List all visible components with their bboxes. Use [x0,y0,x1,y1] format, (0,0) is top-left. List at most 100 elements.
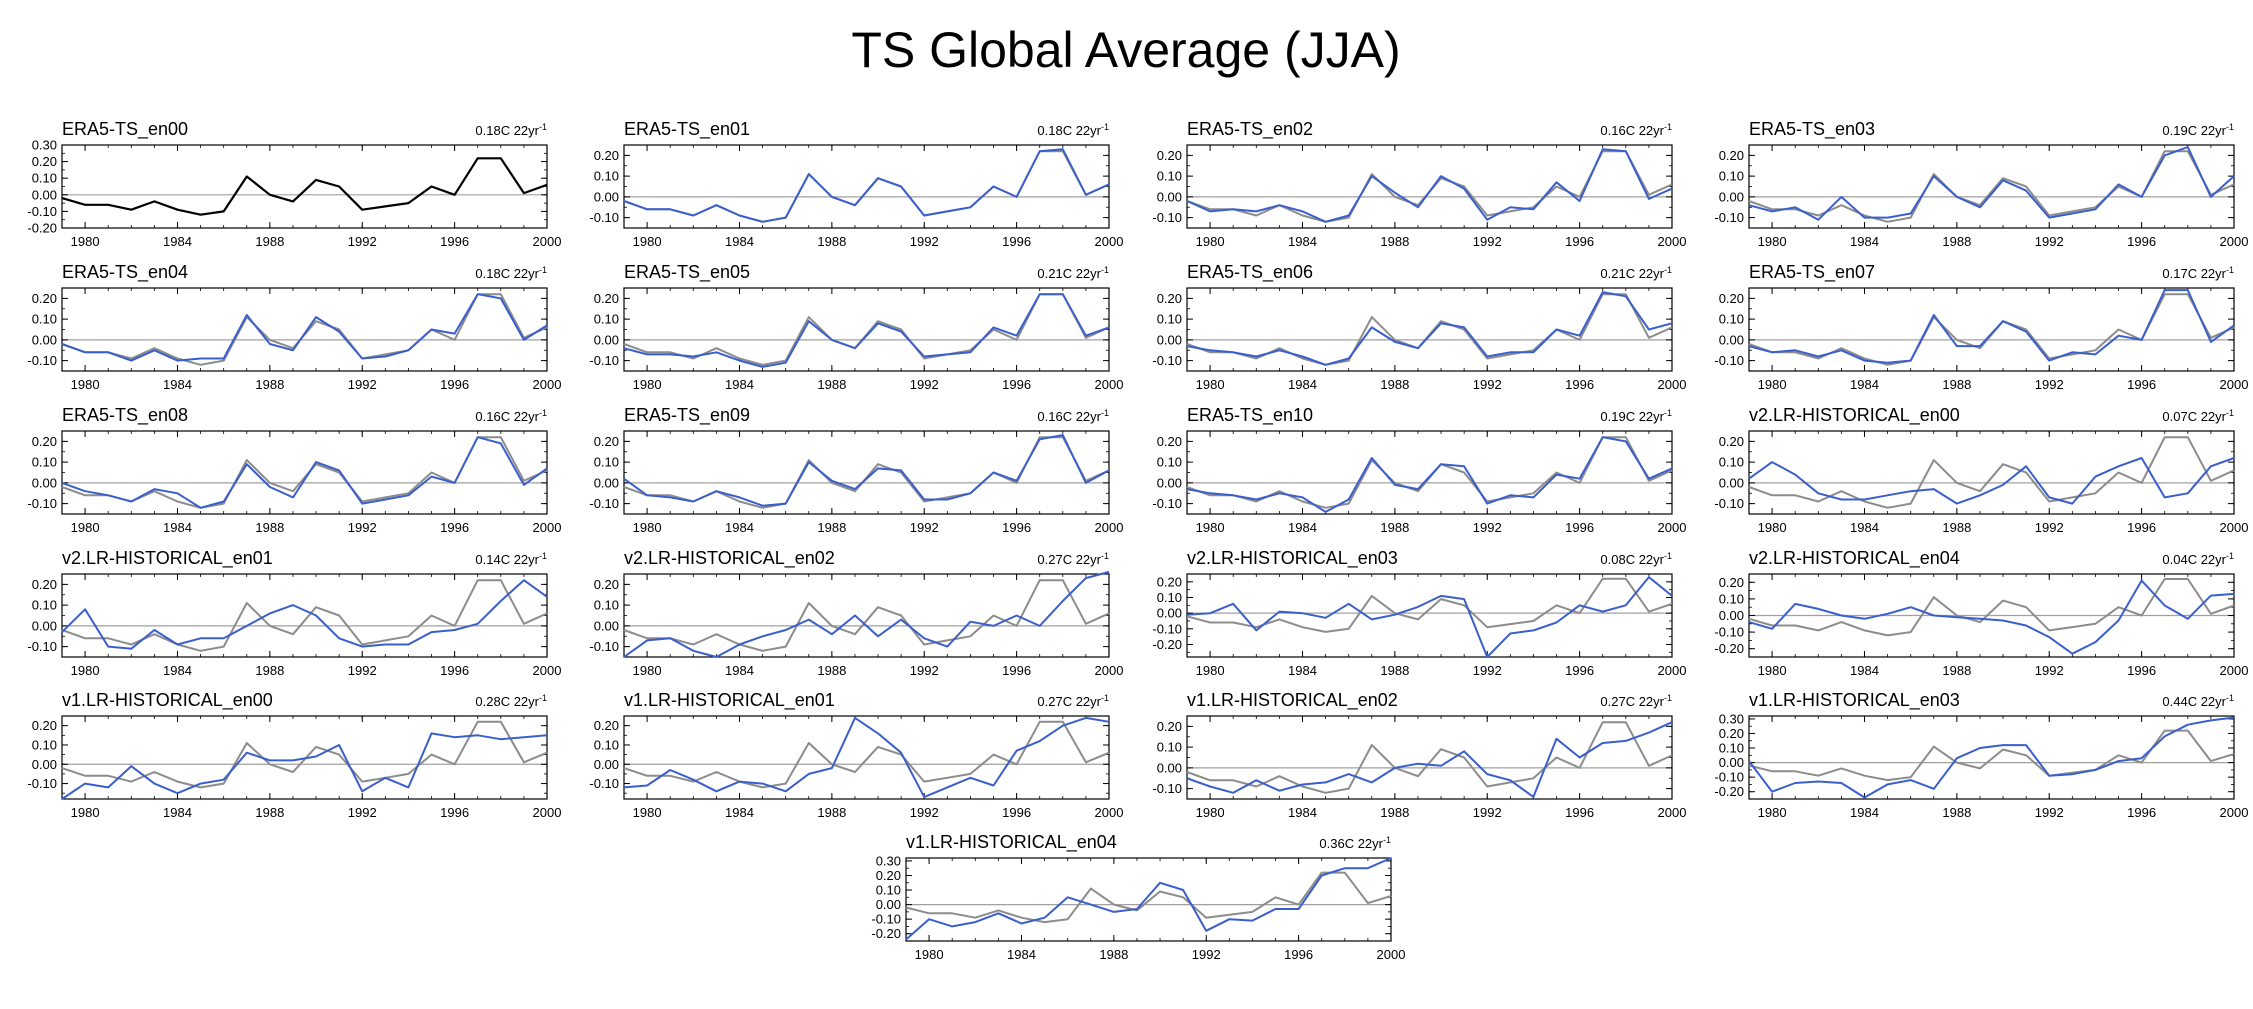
y-tick-label: -0.10 [1152,353,1182,368]
y-tick-label: 0.00 [594,618,619,633]
panel-title: ERA5-TS_en10 [1187,405,1313,426]
x-tick-label: 1988 [1942,805,1971,820]
x-tick-label: 2000 [533,377,562,392]
model-series-line [1186,291,1673,366]
x-tick-label: 1984 [1850,805,1879,820]
x-tick-label: 1980 [633,377,662,392]
x-tick-label: 1996 [1565,805,1594,820]
trend-label: 0.07C 22yr-1 [2162,408,2234,424]
y-tick-label: 0.00 [594,332,619,347]
y-tick-label: 0.10 [594,455,619,470]
x-tick-label: 1992 [1473,520,1502,535]
model-series-line [1748,579,2235,655]
y-tick-label: 0.10 [32,312,57,327]
x-tick-label: 1992 [1473,663,1502,678]
x-tick-label: 1980 [71,234,100,249]
y-tick-label: 0.10 [594,312,619,327]
x-tick-label: 2000 [1095,663,1124,678]
x-tick-label: 1992 [2035,234,2064,249]
x-tick-label: 1992 [2035,377,2064,392]
y-tick-label: 0.20 [594,434,619,449]
trend-label: 0.14C 22yr-1 [475,551,547,567]
trend-label: 0.18C 22yr-1 [475,265,547,281]
panel-title: ERA5-TS_en05 [624,262,750,283]
y-tick-label: 0.20 [1719,291,1744,306]
x-tick-label: 1996 [440,520,469,535]
y-tick-label: -0.10 [1152,210,1182,225]
x-tick-label: 1996 [1002,234,1031,249]
panel-title: ERA5-TS_en03 [1749,119,1875,140]
x-tick-label: 1996 [1284,947,1313,962]
reference-series-line [1748,150,2235,223]
trend-label: 0.18C 22yr-1 [475,122,547,138]
y-tick-label: 0.10 [1157,455,1182,470]
y-tick-label: -0.10 [871,912,901,927]
y-tick-label: 0.00 [594,757,619,772]
x-tick-label: 1980 [633,234,662,249]
panel-21: v1.LR-HISTORICAL_en04 0.36C 22yr-1 0.300.2… [871,832,1405,962]
x-tick-label: 1980 [1758,805,1787,820]
panel-7: ERA5-TS_en06 0.21C 22yr-1 0.20 0.10 0.00 -0.1… [1152,262,1686,392]
reference-series-line [1186,436,1673,509]
panel-title: v2.LR-HISTORICAL_en00 [1749,405,1960,426]
x-tick-label: 1992 [910,805,939,820]
reference-series-line [623,579,1110,652]
y-tick-label: 0.00 [32,618,57,633]
x-tick-label: 1984 [1007,947,1036,962]
figure-title: TS Global Average (JJA) [851,22,1400,78]
y-tick-label: -0.10 [27,639,57,654]
x-tick-label: 2000 [533,234,562,249]
reference-series-line [1748,293,2235,366]
model-series-line [61,436,548,509]
y-tick-label: 0.20 [1719,575,1744,590]
x-tick-label: 1980 [633,520,662,535]
y-tick-label: 0.00 [594,189,619,204]
x-tick-label: 1984 [1288,234,1317,249]
x-tick-label: 1984 [163,520,192,535]
axes-frame [623,715,1110,800]
x-tick-label: 2000 [1095,805,1124,820]
model-series-line [1186,721,1673,798]
x-tick-label: 1992 [2035,805,2064,820]
y-tick-label: 0.30 [876,853,901,868]
panel-title: v1.LR-HISTORICAL_en01 [624,690,835,711]
x-tick-label: 1996 [1002,663,1031,678]
x-tick-label: 1988 [1942,663,1971,678]
x-tick-label: 1996 [440,805,469,820]
axes-frame [1186,573,1673,658]
y-tick-label: -0.10 [27,204,57,219]
panel-14: v2.LR-HISTORICAL_en02 0.27C 22yr-1 0.20 0.1… [589,548,1123,678]
trend-label: 0.27C 22yr-1 [1037,551,1109,567]
x-tick-label: 1980 [1758,234,1787,249]
y-tick-label: 0.20 [32,718,57,733]
trend-label: 0.04C 22yr-1 [2162,551,2234,567]
x-tick-label: 1980 [71,377,100,392]
x-tick-label: 2000 [1095,234,1124,249]
panel-13: v2.LR-HISTORICAL_en01 0.14C 22yr-1 0.20 0.1… [27,548,561,678]
x-tick-label: 1996 [1565,234,1594,249]
x-tick-label: 1992 [910,234,939,249]
y-tick-label: -0.10 [1714,770,1744,785]
y-tick-label: 0.20 [1719,726,1744,741]
y-tick-label: -0.10 [589,639,619,654]
panel-4: ERA5-TS_en03 0.19C 22yr-1 0.20 0.10 0.00 -0.1… [1714,119,2248,249]
x-tick-label: 1988 [255,377,284,392]
x-tick-label: 2000 [533,663,562,678]
y-tick-label: -0.10 [1714,210,1744,225]
y-tick-label: -0.20 [1152,637,1182,652]
reference-series-line [61,579,548,652]
reference-series-line [623,436,1110,509]
y-tick-label: 0.00 [1719,475,1744,490]
x-tick-label: 1988 [255,520,284,535]
x-tick-label: 1980 [1758,377,1787,392]
y-tick-label: -0.10 [1714,496,1744,511]
y-tick-label: 0.20 [594,577,619,592]
model-series-line [1748,457,2235,505]
y-tick-label: 0.30 [32,138,57,153]
y-tick-label: -0.10 [1152,621,1182,636]
y-tick-label: 0.30 [1719,711,1744,726]
panel-1: ERA5-TS_en00 0.18C 22yr-1 0.300.20 0.100.00… [27,119,561,249]
y-tick-label: 0.10 [1157,740,1182,755]
model-series-line [1748,716,2235,799]
x-tick-label: 1984 [725,663,754,678]
